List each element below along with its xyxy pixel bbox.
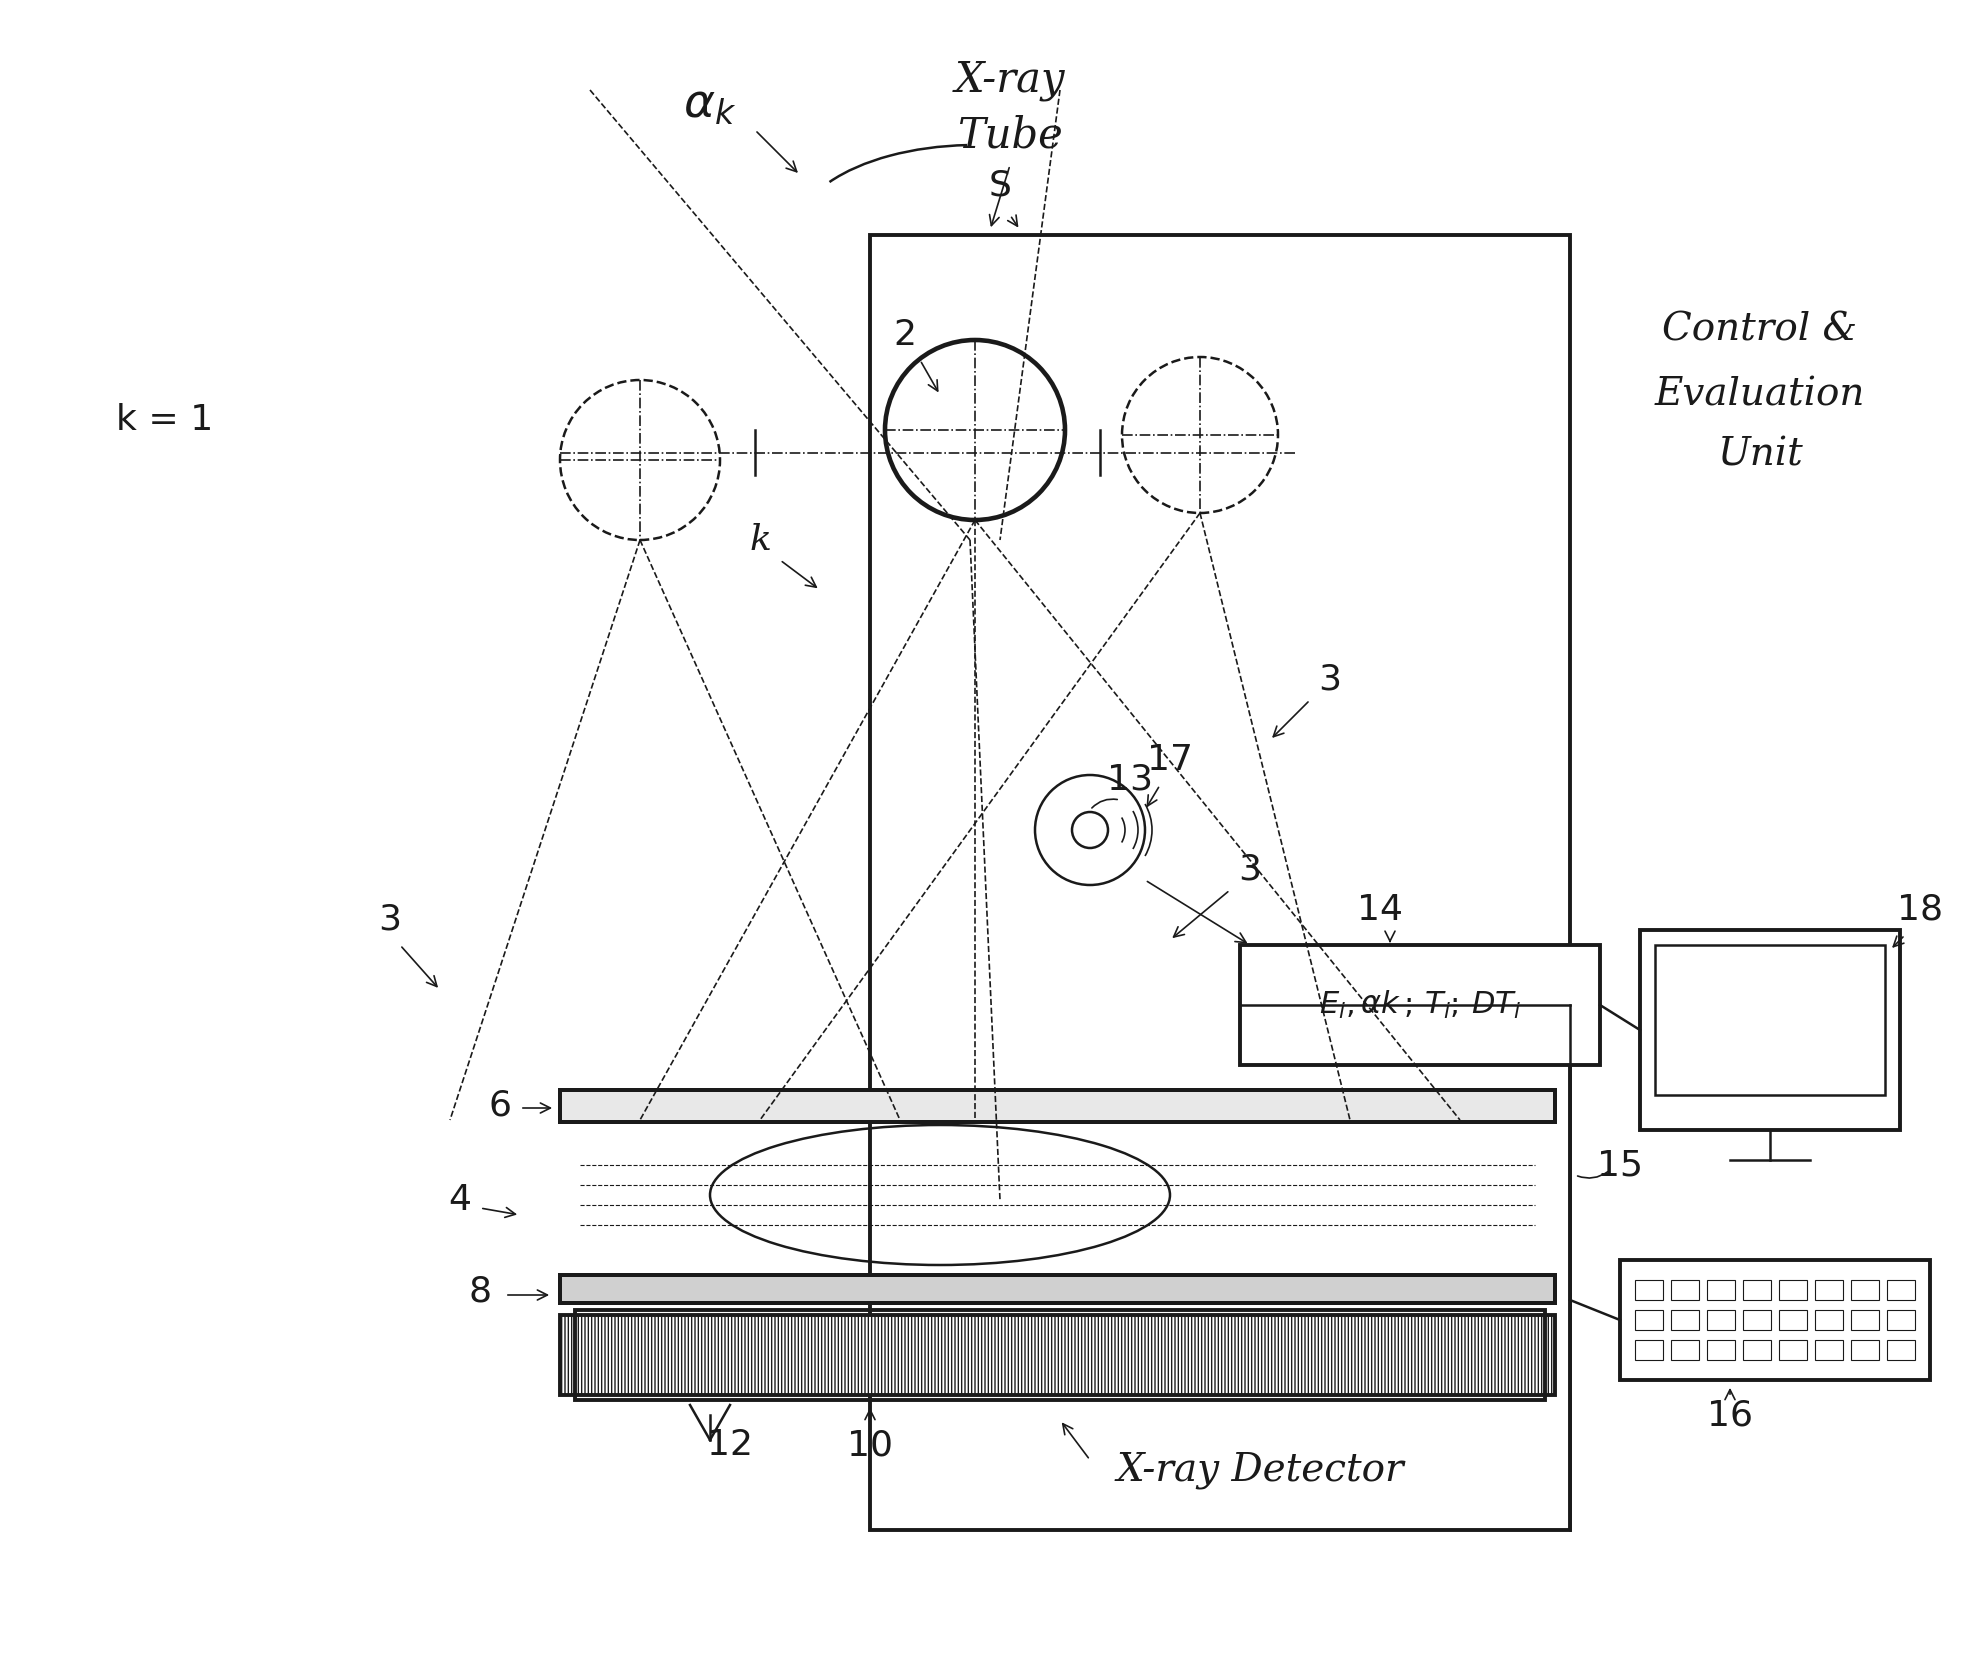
Bar bbox=[1780, 1340, 1807, 1360]
Text: k: k bbox=[749, 523, 771, 556]
Text: S: S bbox=[989, 168, 1011, 203]
Bar bbox=[1851, 1311, 1878, 1330]
Bar bbox=[1707, 1311, 1734, 1330]
Bar bbox=[1815, 1340, 1843, 1360]
Bar bbox=[1671, 1281, 1699, 1301]
Bar bbox=[560, 1090, 1555, 1121]
Text: 3: 3 bbox=[1319, 663, 1342, 698]
Bar bbox=[1742, 1281, 1772, 1301]
Text: k = 1: k = 1 bbox=[116, 404, 213, 437]
Bar bbox=[1656, 945, 1884, 1095]
Text: 4: 4 bbox=[449, 1183, 471, 1218]
Bar bbox=[560, 1276, 1555, 1302]
Bar bbox=[1620, 1261, 1930, 1380]
Text: 18: 18 bbox=[1896, 894, 1943, 927]
Text: X-ray Detector: X-ray Detector bbox=[1116, 1452, 1403, 1488]
Text: Unit: Unit bbox=[1717, 437, 1803, 473]
Text: 3: 3 bbox=[1238, 854, 1261, 887]
Bar bbox=[560, 1316, 1555, 1395]
Text: 6: 6 bbox=[489, 1088, 512, 1121]
Bar bbox=[1780, 1311, 1807, 1330]
Text: 12: 12 bbox=[708, 1428, 753, 1462]
Text: $\alpha_k$: $\alpha_k$ bbox=[684, 83, 737, 128]
Text: 17: 17 bbox=[1147, 742, 1192, 777]
Text: 10: 10 bbox=[848, 1428, 893, 1462]
Bar bbox=[1742, 1340, 1772, 1360]
Bar bbox=[1636, 1281, 1664, 1301]
Text: Control &: Control & bbox=[1662, 312, 1857, 349]
Text: 8: 8 bbox=[469, 1276, 491, 1309]
Bar bbox=[1780, 1281, 1807, 1301]
Bar bbox=[1851, 1340, 1878, 1360]
Bar bbox=[1640, 930, 1900, 1129]
Bar bbox=[1886, 1340, 1916, 1360]
Text: 16: 16 bbox=[1707, 1399, 1752, 1432]
Text: X-ray: X-ray bbox=[954, 60, 1064, 101]
Bar bbox=[1815, 1281, 1843, 1301]
Bar bbox=[1636, 1311, 1664, 1330]
Text: Tube: Tube bbox=[958, 115, 1062, 156]
Bar bbox=[1671, 1311, 1699, 1330]
Bar bbox=[576, 1311, 1545, 1400]
Text: 13: 13 bbox=[1108, 762, 1153, 797]
Bar bbox=[1671, 1340, 1699, 1360]
Bar bbox=[1707, 1281, 1734, 1301]
Text: Evaluation: Evaluation bbox=[1656, 377, 1865, 414]
Bar bbox=[1240, 945, 1600, 1065]
Bar bbox=[1707, 1340, 1734, 1360]
Bar bbox=[560, 1276, 1555, 1302]
Bar bbox=[1636, 1340, 1664, 1360]
Text: 2: 2 bbox=[893, 317, 917, 352]
Bar bbox=[1815, 1311, 1843, 1330]
Bar bbox=[1742, 1311, 1772, 1330]
Bar bbox=[1851, 1281, 1878, 1301]
Bar bbox=[869, 234, 1571, 1530]
Bar bbox=[560, 1090, 1555, 1121]
Text: 15: 15 bbox=[1597, 1148, 1644, 1183]
Bar bbox=[1886, 1281, 1916, 1301]
Text: 3: 3 bbox=[378, 904, 402, 937]
Text: 14: 14 bbox=[1356, 894, 1403, 927]
Text: $E_i, \alpha k\,;\,T_i;\,DT_i$: $E_i, \alpha k\,;\,T_i;\,DT_i$ bbox=[1319, 988, 1522, 1022]
Bar bbox=[1886, 1311, 1916, 1330]
